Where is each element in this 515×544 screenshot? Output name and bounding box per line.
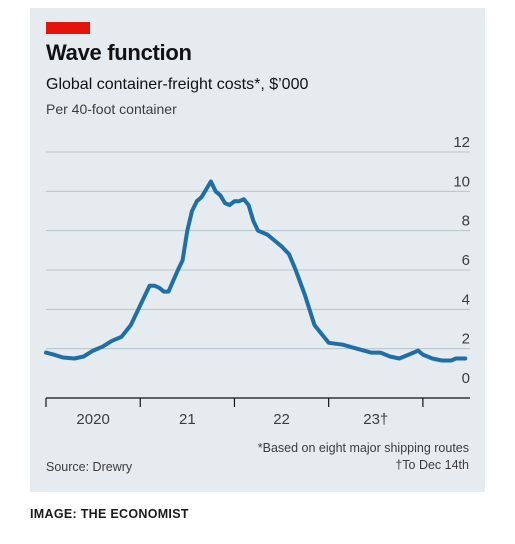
economist-red-tag xyxy=(46,22,90,34)
y-axis: 0 2 4 6 8 10 12 xyxy=(453,134,470,387)
grid-layer xyxy=(46,151,470,350)
footnote-routes: *Based on eight major shipping routes xyxy=(257,441,469,455)
chart-unit-label: Per 40-foot container xyxy=(46,101,177,117)
y-tick-label-4: 4 xyxy=(462,291,470,308)
y-tick-label-0: 0 xyxy=(462,370,470,387)
series-layer xyxy=(44,179,468,363)
x-tick-label-21: 21 xyxy=(179,411,196,428)
x-tick-label-2020: 2020 xyxy=(76,411,109,428)
source-label: Source: Drewry xyxy=(46,460,133,474)
y-tick-label-10: 10 xyxy=(453,173,470,190)
y-tick-label-6: 6 xyxy=(462,252,470,269)
y-tick-label-2: 2 xyxy=(462,331,470,348)
x-tick-label-23†: 23† xyxy=(363,411,388,428)
footnote-date: †To Dec 14th xyxy=(395,458,469,472)
chart-panel xyxy=(30,8,485,492)
chart-subtitle: Global container-freight costs*, $’000 xyxy=(46,76,309,93)
series-line-freight-cost xyxy=(44,179,468,363)
image-credit: IMAGE: THE ECONOMIST xyxy=(30,507,189,521)
y-tick-label-8: 8 xyxy=(462,213,470,230)
chart-title: Wave function xyxy=(46,40,192,65)
x-axis xyxy=(45,397,470,407)
x-tick-labels: 2020 21 22 23† xyxy=(76,411,388,428)
x-tick-label-22: 22 xyxy=(273,411,290,428)
y-tick-label-12: 12 xyxy=(453,134,470,151)
